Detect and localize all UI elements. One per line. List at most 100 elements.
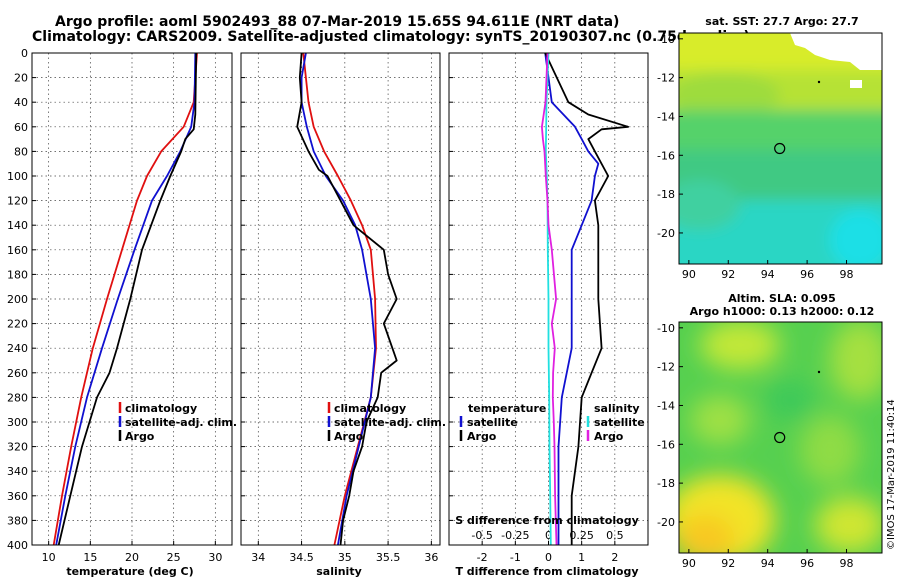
x-tick-label: 30	[208, 551, 222, 564]
legend-temperature-title: temperature	[468, 402, 546, 415]
map-y-tick-label: -10	[657, 33, 675, 46]
y-tick-label: 140	[7, 219, 28, 232]
map-x-tick-label: 98	[840, 557, 854, 570]
map-y-tick-label: -20	[657, 516, 675, 529]
x-tick-label: 35.5	[376, 551, 401, 564]
map-y-tick-label: -18	[657, 477, 675, 490]
map-x-tick-label: 98	[840, 268, 854, 281]
series-line-argo	[296, 52, 398, 546]
x-tick-label: 36	[424, 551, 438, 564]
y-tick-label: 40	[14, 96, 28, 109]
sst-map-title: sat. SST: 27.7 Argo: 27.7	[705, 15, 858, 28]
y-tick-label: 260	[7, 367, 28, 380]
y-tick-label: 360	[7, 490, 28, 503]
salinity-frame	[240, 52, 441, 546]
legend-t-argo: Argo	[467, 430, 497, 443]
y-tick-label: 120	[7, 195, 28, 208]
series-line-satellite-adj-clim-	[55, 52, 197, 546]
map-y-tick-label: -12	[657, 361, 675, 374]
sst-map-frame	[678, 32, 883, 265]
x-tick-label: -2	[477, 551, 488, 564]
x-tick-label-salinity: 0.5	[606, 529, 624, 542]
series-line-satellite-adj-clim-	[300, 52, 377, 546]
y-tick-label: 20	[14, 72, 28, 85]
map-x-tick-label: 94	[761, 268, 775, 281]
map-y-tick-label: -10	[657, 322, 675, 335]
series-line-argo	[57, 52, 198, 546]
series-line-salinity-argo	[541, 52, 558, 546]
temperature-xlabel: temperature (deg C)	[66, 565, 193, 578]
y-tick-label: 340	[7, 465, 28, 478]
difference-legend-temperature: temperature satellite Argo	[459, 402, 546, 443]
y-tick-label: 240	[7, 342, 28, 355]
map-x-tick-label: 96	[800, 268, 814, 281]
legend-s-satellite: satellite	[594, 416, 645, 429]
map-y-tick-label: -20	[657, 227, 675, 240]
map-x-tick-label: 90	[682, 557, 696, 570]
legend-argo: Argo	[125, 430, 155, 443]
series-line-temperature-satellite	[544, 52, 600, 545]
map-y-tick-label: -14	[657, 399, 675, 412]
sst-map	[679, 33, 882, 264]
salinity-panel: 34 34.5 35 35.5 36	[240, 52, 441, 564]
y-tick-label: 200	[7, 293, 28, 306]
map-y-tick-label: -14	[657, 110, 675, 123]
x-tick-label: 25	[167, 551, 181, 564]
y-tick-label: 160	[7, 244, 28, 257]
temperature-frame	[31, 52, 233, 546]
map-x-tick-label: 96	[800, 557, 814, 570]
difference-legend-salinity: salinity satellite Argo	[586, 402, 645, 443]
y-tick-label: 60	[14, 121, 28, 134]
temperature-legend: climatology satellite-adj. clim. Argo	[118, 402, 237, 443]
x-tick-label: 10	[42, 551, 56, 564]
legend-satellite-adj: satellite-adj. clim.	[334, 416, 446, 429]
map-y-tick-label: -16	[657, 149, 675, 162]
map-y-tick-label: -16	[657, 438, 675, 451]
series-line-climatology	[52, 52, 198, 546]
imos-credit: ©IMOS 17-Mar-2019 11:40:14	[886, 399, 897, 550]
legend-climatology: climatology	[125, 402, 197, 415]
y-tick-label: 100	[7, 170, 28, 183]
map-x-tick-label: 92	[721, 557, 735, 570]
y-tick-label: 220	[7, 318, 28, 331]
legend-climatology: climatology	[334, 402, 406, 415]
map-x-tick-label: 90	[682, 268, 696, 281]
salinity-xlabel: salinity	[316, 565, 362, 578]
sla-map-ticks: 90 92 94 96 98 -10 -12 -14 -16 -18 -20	[657, 322, 853, 570]
x-tick-label-salinity: 0	[545, 529, 552, 542]
x-tick-label: 2	[611, 551, 618, 564]
sla-map-title-2: Argo h1000: 0.13 h2000: 0.12	[690, 305, 875, 318]
x-tick-label: -1	[510, 551, 521, 564]
difference-frame	[448, 52, 649, 546]
x-tick-label: 0	[545, 551, 552, 564]
sst-map-ticks: 90 92 94 96 98 -10 -12 -14 -16 -18 -20	[657, 33, 853, 281]
temperature-panel: 0 20 40 60 80 100 120 140 160 180 200 220 240 260 280 3…	[7, 47, 233, 564]
y-tick-label: 400	[7, 539, 28, 552]
sla-map	[679, 322, 882, 553]
legend-satellite-adj: satellite-adj. clim.	[125, 416, 237, 429]
map-x-tick-label: 94	[761, 557, 775, 570]
salinity-legend: climatology satellite-adj. clim. Argo	[327, 402, 446, 443]
profile-panels: 0204060801001201401601802002202402602803…	[7, 47, 649, 564]
sla-island-marker	[817, 370, 821, 374]
legend-t-satellite: satellite	[467, 416, 518, 429]
x-tick-label: 1	[578, 551, 585, 564]
map-x-tick-label: 92	[721, 268, 735, 281]
x-tick-label: 34.5	[289, 551, 314, 564]
sst-island-marker	[817, 80, 821, 84]
t-difference-xlabel: T difference from climatology	[455, 565, 638, 578]
s-difference-xlabel: S difference from climatology	[455, 514, 639, 527]
title-line-2: Climatology: CARS2009. Satellite-adjuste…	[32, 29, 750, 45]
map-y-tick-label: -18	[657, 188, 675, 201]
x-tick-label: 20	[125, 551, 139, 564]
y-tick-label: 0	[21, 47, 28, 60]
series-line-temperature-argo	[544, 52, 629, 545]
x-tick-label-salinity: 0.25	[569, 529, 594, 542]
sla-map-title: Altim. SLA: 0.095	[728, 292, 835, 305]
x-tick-label-salinity: -0.5	[471, 529, 492, 542]
difference-panel: -2 -0.5 -1 -0.25 0 0 1 0.25 2 0.5	[448, 52, 649, 564]
legend-s-argo: Argo	[594, 430, 624, 443]
x-tick-label: 34	[251, 551, 265, 564]
y-tick-label: 300	[7, 416, 28, 429]
